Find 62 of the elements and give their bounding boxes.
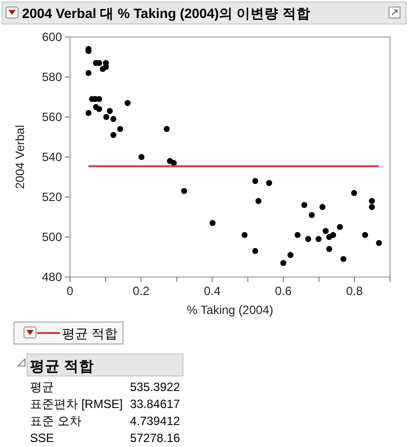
text: 표준 오차 bbox=[30, 414, 82, 428]
point bbox=[294, 232, 301, 238]
point bbox=[124, 100, 131, 106]
y-tick-label: 580 bbox=[42, 70, 62, 84]
point bbox=[316, 236, 322, 242]
point bbox=[340, 256, 346, 262]
point bbox=[305, 236, 312, 242]
point bbox=[255, 198, 262, 204]
legend-label: 평균 적합 bbox=[62, 326, 118, 341]
x-tick-label: 0.8 bbox=[346, 284, 364, 298]
point bbox=[164, 126, 170, 132]
point bbox=[106, 108, 113, 114]
chart-title: 2004 Verbal 대 % Taking (2004)의 이변량 적합 bbox=[22, 6, 310, 21]
x-tick-label: 0.2 bbox=[132, 284, 150, 298]
point bbox=[181, 188, 188, 194]
text: 평균 bbox=[30, 380, 54, 394]
point bbox=[368, 204, 375, 210]
text: SSE bbox=[30, 431, 54, 445]
point bbox=[85, 70, 92, 76]
y-tick-label: 480 bbox=[42, 270, 62, 284]
text: 표준편차 [RMSE] bbox=[30, 397, 123, 411]
point bbox=[138, 154, 144, 160]
point bbox=[266, 180, 272, 186]
y-tick-label: 600 bbox=[42, 30, 62, 44]
text: 4.739412 bbox=[130, 414, 180, 428]
point bbox=[336, 224, 343, 230]
point bbox=[252, 178, 258, 184]
text: 33.84617 bbox=[130, 397, 180, 411]
y-tick-label: 540 bbox=[42, 150, 62, 164]
point bbox=[351, 190, 358, 196]
point bbox=[330, 232, 336, 238]
point bbox=[287, 252, 294, 258]
point bbox=[96, 106, 102, 112]
point bbox=[319, 204, 326, 210]
point bbox=[326, 246, 332, 252]
x-tick-label: 0.6 bbox=[274, 284, 292, 298]
point bbox=[362, 232, 368, 238]
point bbox=[280, 260, 286, 266]
point bbox=[103, 114, 110, 120]
text: 57278.16 bbox=[130, 431, 180, 445]
text: 535.3922 bbox=[130, 380, 180, 394]
text: 평균 적합 bbox=[30, 359, 94, 375]
point bbox=[117, 126, 124, 132]
y-tick-label: 500 bbox=[42, 230, 62, 244]
point bbox=[376, 240, 382, 246]
point bbox=[301, 202, 308, 208]
point bbox=[110, 132, 116, 138]
x-tick-label: 0.4 bbox=[204, 284, 221, 298]
y-tick-label: 560 bbox=[42, 110, 62, 124]
x-axis-title: % Taking (2004) bbox=[186, 303, 274, 317]
point bbox=[210, 220, 216, 226]
y-tick-label: 520 bbox=[42, 190, 62, 204]
point bbox=[322, 228, 329, 234]
point bbox=[368, 198, 375, 204]
x-tick-label: 0 bbox=[66, 284, 74, 298]
point bbox=[110, 116, 116, 122]
point bbox=[85, 110, 92, 116]
y-axis-title: 2004 Verbal bbox=[13, 124, 27, 190]
point bbox=[242, 232, 248, 238]
point bbox=[252, 248, 258, 254]
point bbox=[100, 66, 106, 72]
point bbox=[308, 212, 315, 218]
